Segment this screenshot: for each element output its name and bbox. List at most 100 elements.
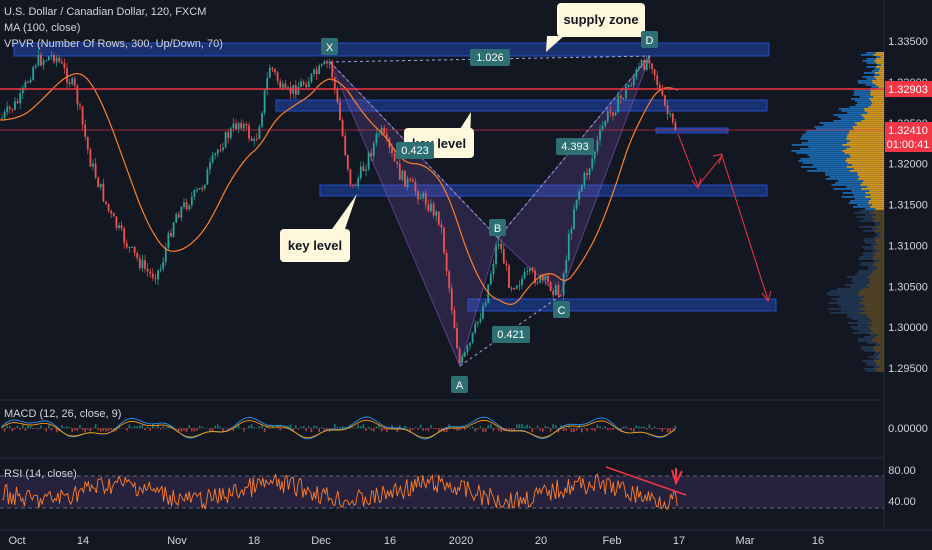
macd-histogram-bar — [323, 428, 326, 432]
candle-body — [110, 210, 113, 214]
key-level-zone-upper[interactable] — [275, 99, 768, 112]
candle-body — [614, 112, 617, 116]
candle-body — [263, 90, 266, 114]
candle-body — [435, 211, 438, 216]
ratio-ab-box[interactable] — [492, 326, 530, 343]
point-b-text: B — [494, 223, 501, 235]
macd-histogram-bar — [71, 428, 73, 432]
candle-body — [586, 173, 588, 175]
candle-body — [456, 328, 458, 349]
candle-body — [172, 222, 175, 237]
volume-profile-bar-up — [829, 176, 860, 178]
macd-histogram-bar — [562, 428, 565, 431]
demand-zone-box[interactable] — [467, 298, 777, 312]
volume-profile-bar-up — [856, 216, 872, 218]
volume-profile-bar-up — [853, 194, 871, 196]
volume-profile-bar-down — [846, 136, 884, 138]
candle-body — [24, 81, 27, 88]
candle-body — [144, 260, 146, 269]
volume-profile-bar-up — [831, 298, 861, 300]
ratio-xd-box[interactable] — [470, 49, 510, 66]
macd-histogram-bar — [258, 426, 261, 429]
volume-profile-bar-up — [858, 338, 873, 340]
volume-profile-bar-down — [858, 292, 884, 294]
volume-profile-bar-down — [874, 240, 884, 242]
candle-body — [578, 191, 581, 200]
volume-profile-bar-up — [800, 158, 847, 160]
macd-histogram-bar — [180, 428, 183, 432]
volume-profile-bar-down — [857, 178, 884, 180]
macd-histogram-bar — [209, 428, 211, 432]
candle-body — [45, 60, 48, 62]
volume-profile-bar-down — [878, 250, 884, 252]
candle-body — [34, 65, 37, 68]
volume-profile-bar-down — [859, 312, 884, 314]
candle-body — [401, 170, 404, 180]
macd-histogram-bar — [63, 427, 66, 429]
point-c-marker[interactable] — [553, 301, 570, 318]
macd-histogram-bar — [201, 426, 203, 429]
volume-profile-bar-up — [866, 370, 876, 372]
supply-zone-callout[interactable] — [557, 3, 645, 37]
volume-profile-bar-up — [847, 314, 868, 316]
macd-histogram-bar — [3, 428, 6, 432]
macd-histogram-bar — [383, 428, 385, 430]
candle-body — [411, 179, 414, 183]
volume-profile-bar-up — [866, 58, 877, 60]
volume-profile-bar-up — [858, 270, 873, 272]
candle-body — [482, 306, 484, 319]
ratio-bc-box[interactable] — [556, 138, 594, 155]
volume-profile-bar-down — [870, 332, 884, 334]
volume-profile-bar-down — [873, 262, 884, 264]
candle-body — [601, 125, 604, 130]
volume-profile-bar-up — [863, 218, 875, 220]
candle-body — [219, 149, 222, 151]
key-level-bottom-callout[interactable] — [280, 229, 350, 262]
candle-body — [609, 111, 612, 113]
volume-profile-bar-up — [823, 124, 857, 126]
candle-body — [508, 265, 510, 288]
volume-profile-bar-down — [880, 56, 884, 58]
macd-histogram-bar — [76, 428, 79, 431]
candle-body — [141, 260, 144, 268]
point-x-marker[interactable] — [321, 38, 338, 55]
macd-histogram-bar — [422, 428, 424, 431]
macd-histogram-bar — [100, 428, 102, 432]
candle-body — [557, 285, 560, 296]
supply-zone-box[interactable] — [13, 42, 770, 57]
candle-body — [107, 203, 110, 211]
current-small-zone[interactable] — [655, 127, 729, 134]
price-tick-label: 1.30000 — [888, 322, 928, 334]
volume-profile-bar-down — [880, 224, 884, 226]
volume-profile-bar-down — [852, 126, 884, 128]
point-b-marker[interactable] — [489, 219, 506, 236]
volume-profile-bar-down — [873, 346, 884, 348]
candle-body — [484, 302, 487, 307]
macd-histogram-bar — [378, 425, 380, 429]
volume-profile-bar-down — [872, 258, 884, 260]
volume-profile-bar-down — [875, 242, 884, 244]
macd-histogram-bar — [666, 428, 669, 433]
candle-body — [440, 224, 443, 228]
volume-profile-bar-up — [801, 166, 847, 168]
macd-histogram-bar — [224, 428, 227, 429]
volume-profile-bar-down — [876, 268, 884, 270]
candle-body — [588, 168, 591, 175]
macd-histogram-bar — [646, 428, 648, 430]
macd-histogram-bar — [653, 426, 656, 429]
volume-profile-bar-down — [872, 338, 884, 340]
key-level-zone-lower[interactable] — [319, 184, 768, 197]
candle-body — [76, 85, 79, 105]
point-d-marker[interactable] — [641, 31, 658, 48]
macd-histogram-bar — [391, 425, 393, 429]
macd-histogram-bar — [453, 428, 456, 430]
volume-profile-bar-up — [865, 362, 876, 364]
point-a-marker[interactable] — [451, 376, 468, 393]
macd-histogram-bar — [81, 428, 84, 431]
macd-histogram-bar — [198, 425, 201, 429]
macd-histogram-bar — [79, 425, 81, 429]
candle-body — [671, 113, 674, 123]
red-level-price-text: 1.32903 — [888, 84, 928, 96]
ratio-xa-box[interactable] — [396, 142, 434, 159]
